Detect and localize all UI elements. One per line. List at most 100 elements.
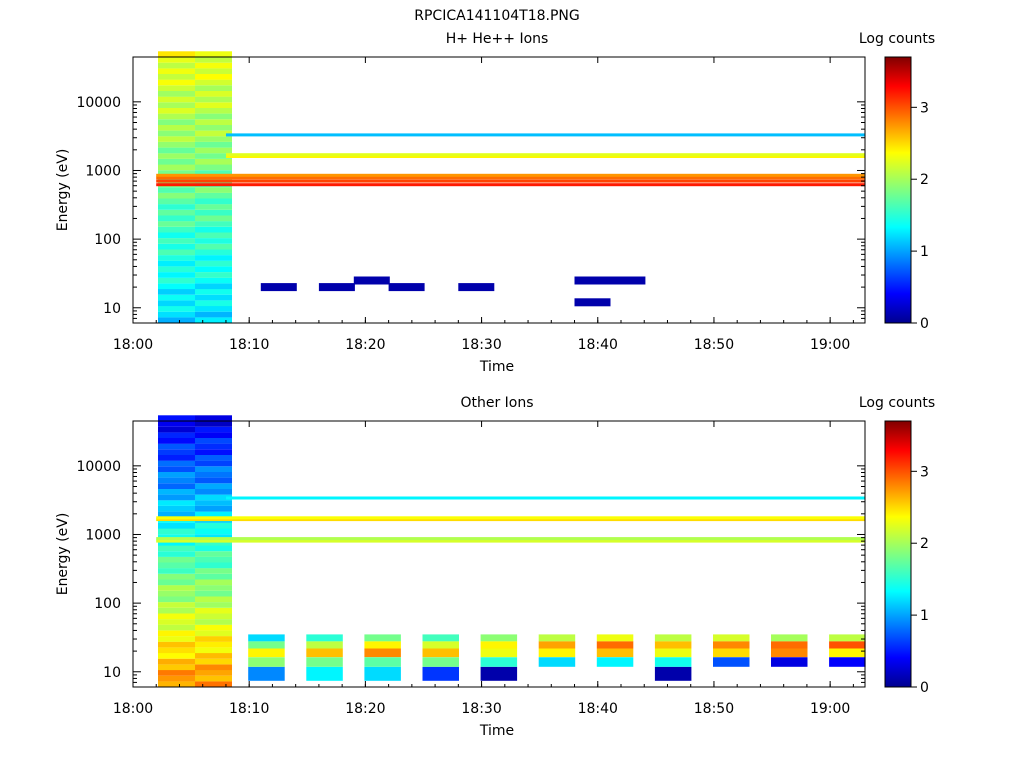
heatmap-cell — [158, 311, 195, 318]
heatmap-cell — [306, 657, 343, 667]
heatmap-cell — [158, 198, 195, 205]
colorbar-tick-label: 2 — [920, 536, 929, 552]
heatmap-cell — [158, 641, 195, 648]
x-tick-label: 18:30 — [461, 337, 501, 353]
heatmap-cell — [158, 539, 195, 546]
heatmap-cell — [158, 74, 195, 80]
heatmap-cell — [306, 634, 343, 642]
heatmap-cell — [654, 657, 692, 667]
heatmap-cell — [195, 607, 232, 614]
heatmap-cell — [158, 511, 195, 518]
y-axis-label: Energy (eV) — [55, 149, 71, 232]
heatmap-cell — [195, 243, 232, 250]
count-mark — [574, 276, 611, 285]
heatmap-cell — [158, 585, 195, 591]
heatmap-cell — [158, 477, 195, 484]
heatmap-cell — [422, 641, 459, 649]
panel-other-ions: Other Ions Log counts 18:00 18:10 18:20 18:… — [55, 395, 935, 739]
y-tick-label: 1000 — [85, 163, 121, 179]
heatmap-cell — [195, 232, 232, 239]
heatmap-cell — [195, 585, 232, 591]
count-mark — [388, 283, 425, 292]
heatmap-cell — [195, 215, 232, 222]
heatmap-cell — [158, 607, 195, 614]
energy-line — [156, 516, 865, 520]
colorbar — [884, 420, 912, 688]
heatmap-cell — [158, 289, 195, 295]
heatmap-cell — [422, 648, 459, 658]
heatmap-cell — [158, 579, 195, 586]
heatmap-cell — [771, 641, 808, 649]
heatmap-cell — [713, 641, 750, 649]
heatmap-cell — [195, 57, 232, 63]
heatmap-cell — [195, 619, 232, 625]
y-tick-label: 10000 — [76, 95, 121, 111]
heatmap-cell — [195, 62, 232, 69]
heatmap-cell — [158, 170, 195, 176]
x-tick-label: 18:50 — [694, 701, 734, 717]
x-tick-label: 18:20 — [345, 701, 385, 717]
x-tick-label: 18:20 — [345, 337, 385, 353]
panel-h-he-ions: H+ He++ Ions Log counts 18:00 18:10 18:20 1… — [55, 31, 935, 375]
heatmap-cell — [195, 79, 232, 86]
heatmap-cell — [158, 619, 195, 625]
heatmap-cell — [195, 96, 232, 103]
heatmap-cell — [195, 170, 232, 176]
heatmap-cell — [158, 51, 195, 57]
heatmap-cell — [195, 562, 232, 569]
heatmap-cell — [195, 630, 232, 637]
heatmap-cell — [158, 306, 195, 312]
heatmap-cell — [771, 634, 808, 642]
heatmap-cell — [829, 634, 866, 642]
heatmap-cell — [195, 141, 232, 148]
heatmap-cell — [195, 539, 232, 546]
heatmap-cell — [195, 300, 232, 307]
heatmap-cell — [158, 675, 195, 682]
heatmap-cell — [195, 551, 232, 557]
heatmap-cell — [158, 613, 195, 620]
heatmap-cell — [713, 648, 750, 658]
heatmap-cell — [195, 74, 232, 80]
heatmap-cell — [158, 85, 195, 91]
x-tick-label: 18:40 — [578, 337, 618, 353]
heatmap-cell — [158, 636, 195, 642]
heatmap-cell — [538, 634, 576, 642]
x-tick-label: 18:10 — [229, 337, 269, 353]
heatmap-cell — [195, 675, 232, 682]
heatmap-cell — [195, 283, 232, 290]
heatmap-cell — [158, 602, 195, 608]
heatmap-cell — [158, 670, 195, 676]
heatmap-cell — [195, 494, 232, 501]
heatmap-cell — [158, 556, 195, 563]
count-mark — [353, 276, 390, 285]
heatmap-cell — [195, 306, 232, 312]
heatmap-cell — [158, 438, 195, 444]
energy-line — [226, 155, 865, 158]
heatmap-cell — [195, 500, 232, 506]
heatmap-cell — [158, 624, 195, 631]
heatmap-cell — [195, 107, 232, 114]
heatmap-cell — [195, 511, 232, 518]
x-tick-label: 18:50 — [694, 337, 734, 353]
heatmap-cell — [195, 477, 232, 484]
plot-frame — [132, 56, 866, 324]
heatmap-cell — [158, 522, 195, 529]
heatmap-cell — [480, 634, 518, 642]
y-tick-label: 100 — [94, 232, 121, 248]
energy-line — [156, 173, 865, 177]
heatmap-cell — [248, 657, 285, 667]
heatmap-cell — [195, 158, 232, 165]
heatmap-cell — [195, 91, 232, 97]
heatmap-cell — [422, 634, 459, 642]
heatmap-cell — [195, 670, 232, 676]
heatmap-cell — [195, 426, 232, 433]
heatmap-cell — [195, 277, 232, 284]
heatmap-cell — [195, 272, 232, 278]
heatmap-cell — [195, 113, 232, 120]
heatmap-cell — [195, 85, 232, 91]
heatmap-cell — [158, 153, 195, 159]
heatmap-cell — [195, 664, 232, 671]
count-mark — [458, 283, 495, 292]
heatmap-cell — [158, 158, 195, 165]
heatmap-cell — [158, 187, 195, 193]
